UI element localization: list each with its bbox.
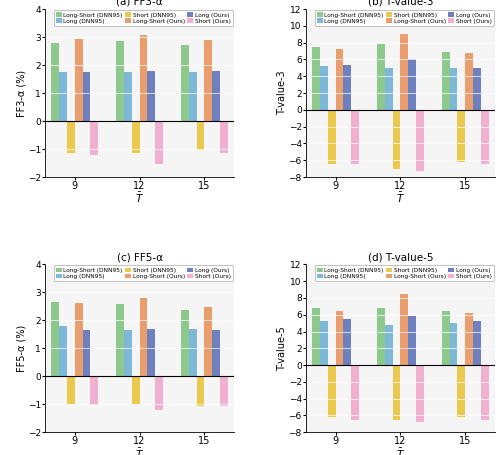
Bar [188,329,196,376]
Bar [116,41,124,121]
X-axis label: $\bar{T}$: $\bar{T}$ [135,191,144,205]
Bar [442,310,450,365]
Bar [458,365,465,417]
Y-axis label: T-value-5: T-value-5 [277,326,287,371]
Bar [465,53,473,110]
Bar [75,303,82,376]
Bar [385,325,392,365]
Bar [52,43,59,121]
Bar [400,34,408,110]
Bar [458,110,465,162]
Bar [59,326,67,376]
Bar [416,110,424,171]
Y-axis label: FF3-α (%): FF3-α (%) [16,70,26,116]
Bar [140,298,147,376]
Legend: Long-Short (DNN95), Long (DNN95), Short (DNN95), Long-Short (Ours), Long (Ours),: Long-Short (DNN95), Long (DNN95), Short … [54,10,233,26]
Bar [52,302,59,376]
Title: (b) T-value-3: (b) T-value-3 [368,0,433,7]
Bar [328,365,336,417]
Bar [392,365,400,420]
Legend: Long-Short (DNN95), Long (DNN95), Short (DNN95), Long-Short (Ours), Long (Ours),: Long-Short (DNN95), Long (DNN95), Short … [314,266,494,281]
Bar [450,323,458,365]
Bar [320,321,328,365]
Bar [132,376,140,404]
Bar [75,39,82,121]
Title: (c) FF5-α: (c) FF5-α [116,252,162,262]
Bar [344,66,351,110]
Bar [132,121,140,153]
Bar [212,329,220,376]
Bar [140,35,147,121]
Bar [473,68,481,110]
Bar [400,294,408,365]
Legend: Long-Short (DNN95), Long (DNN95), Short (DNN95), Long-Short (Ours), Long (Ours),: Long-Short (DNN95), Long (DNN95), Short … [314,10,494,26]
Bar [450,68,458,110]
Bar [352,365,359,420]
Bar [220,376,228,406]
Bar [377,308,385,365]
X-axis label: $\bar{T}$: $\bar{T}$ [396,446,405,455]
Y-axis label: T-value-3: T-value-3 [277,71,287,116]
Bar [148,71,155,121]
Bar [59,72,67,121]
Bar [67,121,75,153]
Bar [212,71,220,121]
Bar [82,330,90,376]
Bar [155,121,163,164]
Bar [320,66,328,110]
Bar [385,68,392,110]
Bar [377,45,385,110]
Bar [312,308,320,365]
Bar [124,72,132,121]
Bar [408,60,416,110]
Bar [204,40,212,121]
X-axis label: $\bar{T}$: $\bar{T}$ [135,446,144,455]
Bar [148,329,155,376]
Bar [116,304,124,376]
Bar [196,121,204,151]
Bar [204,307,212,376]
Bar [352,110,359,164]
Bar [442,52,450,110]
Bar [336,49,344,110]
Bar [481,365,488,420]
Bar [90,121,98,155]
Title: (d) T-value-5: (d) T-value-5 [368,252,433,262]
Legend: Long-Short (DNN95), Long (DNN95), Short (DNN95), Long-Short (Ours), Long (Ours),: Long-Short (DNN95), Long (DNN95), Short … [54,266,233,281]
Bar [188,72,196,121]
Bar [328,110,336,164]
Bar [465,313,473,365]
Bar [312,47,320,110]
Bar [181,46,188,121]
X-axis label: $\bar{T}$: $\bar{T}$ [396,191,405,205]
Bar [416,365,424,422]
Bar [344,319,351,365]
Bar [181,310,188,376]
Bar [220,121,228,153]
Bar [155,376,163,410]
Bar [196,376,204,406]
Bar [124,330,132,376]
Y-axis label: FF5-α (%): FF5-α (%) [16,325,26,372]
Bar [82,72,90,121]
Bar [67,376,75,404]
Bar [336,310,344,365]
Bar [408,316,416,365]
Bar [481,110,488,164]
Bar [90,376,98,405]
Bar [473,321,481,365]
Title: (a) FF3-α: (a) FF3-α [116,0,163,7]
Bar [392,110,400,169]
